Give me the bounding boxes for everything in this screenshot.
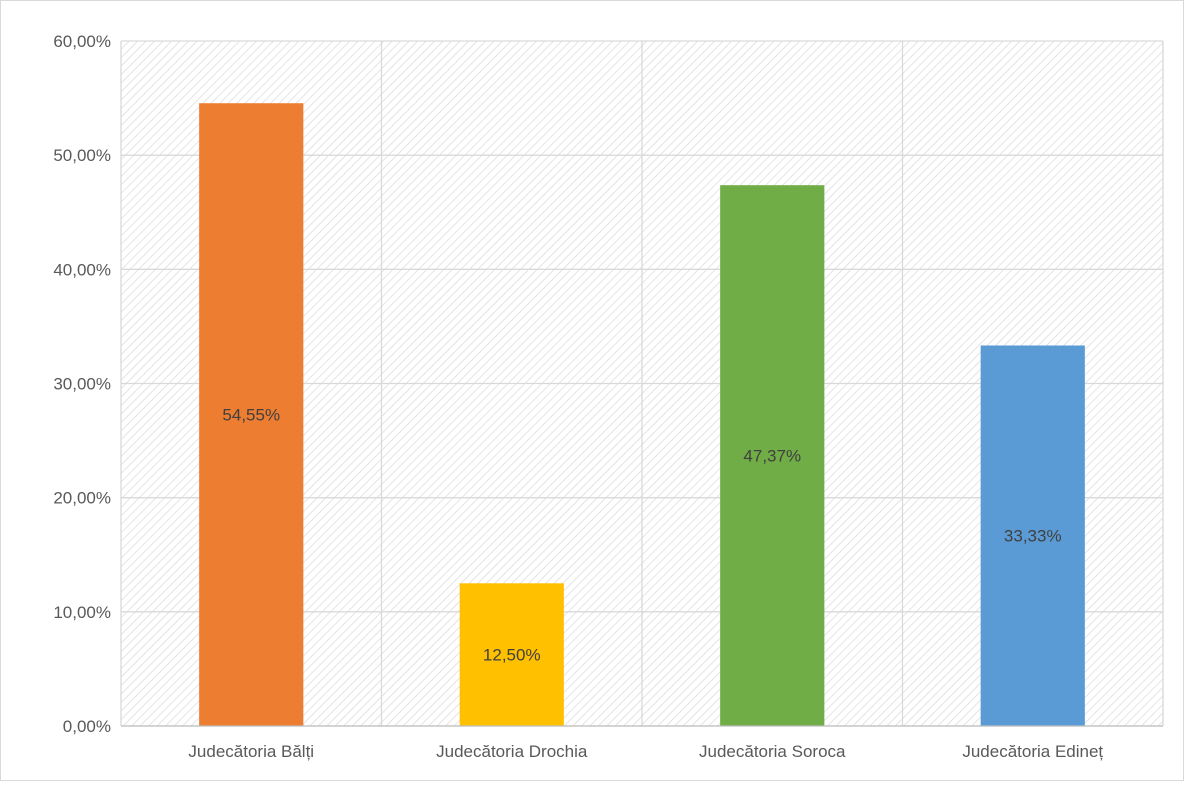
x-tick-label: Judecătoria Drochia <box>436 742 588 761</box>
y-tick-label: 50,00% <box>53 146 111 165</box>
data-label: 33,33% <box>1004 527 1062 546</box>
x-tick-label: Judecătoria Soroca <box>699 742 846 761</box>
data-label: 47,37% <box>743 447 801 466</box>
bar-2 <box>459 583 564 726</box>
y-tick-label: 40,00% <box>53 260 111 279</box>
data-label: 12,50% <box>483 646 541 665</box>
y-tick-label: 0,00% <box>63 717 111 736</box>
y-tick-label: 10,00% <box>53 603 111 622</box>
x-tick-label: Judecătoria Edineț <box>962 742 1103 761</box>
y-tick-label: 30,00% <box>53 375 111 394</box>
y-tick-label: 60,00% <box>53 32 111 51</box>
bar-1 <box>199 103 304 727</box>
bar-3 <box>720 185 825 726</box>
bar-4 <box>980 345 1085 726</box>
y-tick-label: 20,00% <box>53 489 111 508</box>
x-tick-label: Judecătoria Bălți <box>188 742 314 761</box>
data-label: 54,55% <box>222 406 280 425</box>
